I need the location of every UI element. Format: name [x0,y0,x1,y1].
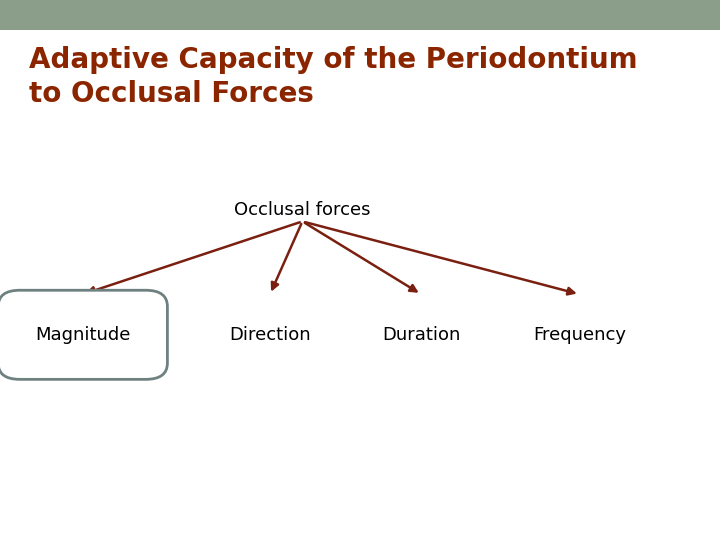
Text: Adaptive Capacity of the Periodontium
to Occlusal Forces: Adaptive Capacity of the Periodontium to… [29,46,637,109]
Text: Duration: Duration [382,326,460,344]
FancyBboxPatch shape [0,291,167,379]
Text: Magnitude: Magnitude [35,326,130,344]
Bar [0,0,720,30]
Text: Frequency: Frequency [533,326,626,344]
Text: Direction: Direction [229,326,311,344]
Text: Occlusal forces: Occlusal forces [234,201,371,219]
